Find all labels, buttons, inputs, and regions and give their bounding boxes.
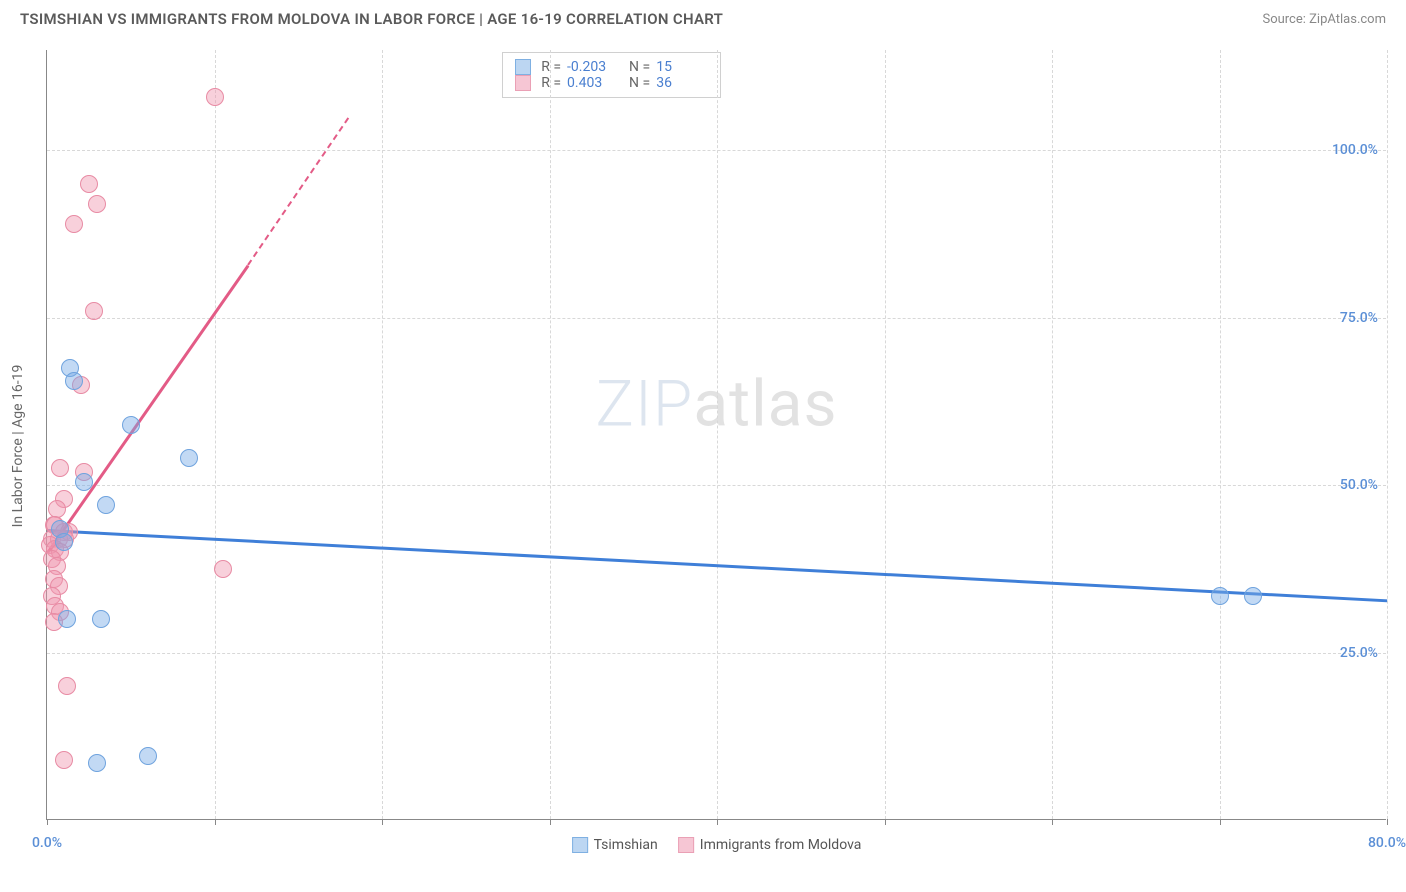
x-tick-mark <box>1220 819 1221 825</box>
legend-row: R = 0.403 N = 36 <box>515 75 708 91</box>
x-tick-mark <box>885 819 886 825</box>
y-axis-title: In Labor Force | Age 16-19 <box>10 365 26 528</box>
bottom-legend-item: Immigrants from Moldova <box>678 837 862 853</box>
r-value: -0.203 <box>567 59 619 75</box>
data-point <box>58 677 76 695</box>
scatter-plot-area: ZIPatlas R =-0.203N =15R =0.403N =36 Tsi… <box>46 50 1386 820</box>
data-point <box>55 751 73 769</box>
n-value: 15 <box>656 59 708 75</box>
y-tick-label: 75.0% <box>1340 310 1378 326</box>
gridline-vertical <box>885 50 886 819</box>
data-point <box>1244 587 1262 605</box>
chart-title: TSIMSHIAN VS IMMIGRANTS FROM MOLDOVA IN … <box>20 10 723 28</box>
r-label: R = <box>541 59 561 75</box>
gridline-vertical <box>550 50 551 819</box>
watermark-zip: ZIP <box>596 366 694 441</box>
gridline-vertical <box>215 50 216 819</box>
data-point <box>55 533 73 551</box>
data-point <box>139 747 157 765</box>
data-point <box>85 302 103 320</box>
x-tick-mark <box>1052 819 1053 825</box>
y-tick-label: 25.0% <box>1340 645 1378 661</box>
x-tick-mark <box>47 819 48 825</box>
x-tick-mark <box>550 819 551 825</box>
data-point <box>65 372 83 390</box>
legend-row: R = -0.203 N = 15 <box>515 59 708 75</box>
x-tick-mark <box>717 819 718 825</box>
bottom-legend-label: Tsimshian <box>594 837 658 853</box>
legend-swatch <box>515 75 531 91</box>
gridline-vertical <box>1052 50 1053 819</box>
gridline-vertical <box>1387 50 1388 819</box>
data-point <box>88 754 106 772</box>
legend-swatch <box>678 837 694 853</box>
data-point <box>92 610 110 628</box>
data-point <box>75 473 93 491</box>
bottom-legend-label: Immigrants from Moldova <box>700 837 862 853</box>
data-point <box>180 449 198 467</box>
x-tick-mark <box>382 819 383 825</box>
data-point <box>65 215 83 233</box>
y-tick-label: 50.0% <box>1340 477 1378 493</box>
legend-swatch <box>572 837 588 853</box>
n-label: N = <box>629 59 650 75</box>
data-point <box>97 496 115 514</box>
y-tick-label: 100.0% <box>1332 142 1378 158</box>
data-point <box>58 610 76 628</box>
data-point <box>80 175 98 193</box>
x-tick-mark <box>215 819 216 825</box>
trend-line <box>247 117 349 265</box>
data-point <box>122 416 140 434</box>
x-tick-label: 80.0% <box>1368 835 1406 851</box>
r-label: R = <box>541 75 561 91</box>
data-point <box>214 560 232 578</box>
r-value: 0.403 <box>567 75 619 91</box>
data-point <box>1211 587 1229 605</box>
n-label: N = <box>629 75 650 91</box>
n-value: 36 <box>656 75 708 91</box>
watermark-atlas: atlas <box>693 366 837 441</box>
gridline-vertical <box>717 50 718 819</box>
series-legend: Tsimshian Immigrants from Moldova <box>572 837 862 853</box>
data-point <box>88 195 106 213</box>
x-tick-label: 0.0% <box>32 835 62 851</box>
source-attribution: Source: ZipAtlas.com <box>1262 12 1386 27</box>
gridline-vertical <box>1220 50 1221 819</box>
x-tick-mark <box>1387 819 1388 825</box>
data-point <box>206 88 224 106</box>
legend-swatch <box>515 59 531 75</box>
gridline-vertical <box>382 50 383 819</box>
correlation-legend: R = -0.203 N = 15 R = 0.403 N = 36 <box>502 52 721 98</box>
trend-line <box>46 265 249 554</box>
data-point <box>51 459 69 477</box>
data-point <box>48 500 66 518</box>
bottom-legend-item: Tsimshian <box>572 837 658 853</box>
